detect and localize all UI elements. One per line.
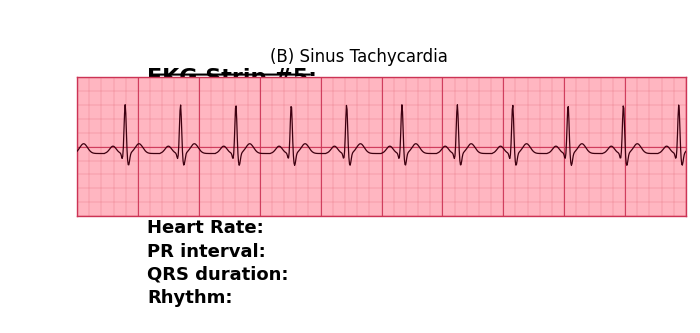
- Text: EKG Strip #5:: EKG Strip #5:: [147, 68, 317, 88]
- Text: QRS duration:: QRS duration:: [147, 266, 288, 284]
- Text: (B) Sinus Tachycardia: (B) Sinus Tachycardia: [270, 48, 448, 66]
- Text: Heart Rate:: Heart Rate:: [147, 219, 264, 237]
- Text: PR interval:: PR interval:: [147, 242, 266, 260]
- Text: Rhythm:: Rhythm:: [147, 289, 232, 307]
